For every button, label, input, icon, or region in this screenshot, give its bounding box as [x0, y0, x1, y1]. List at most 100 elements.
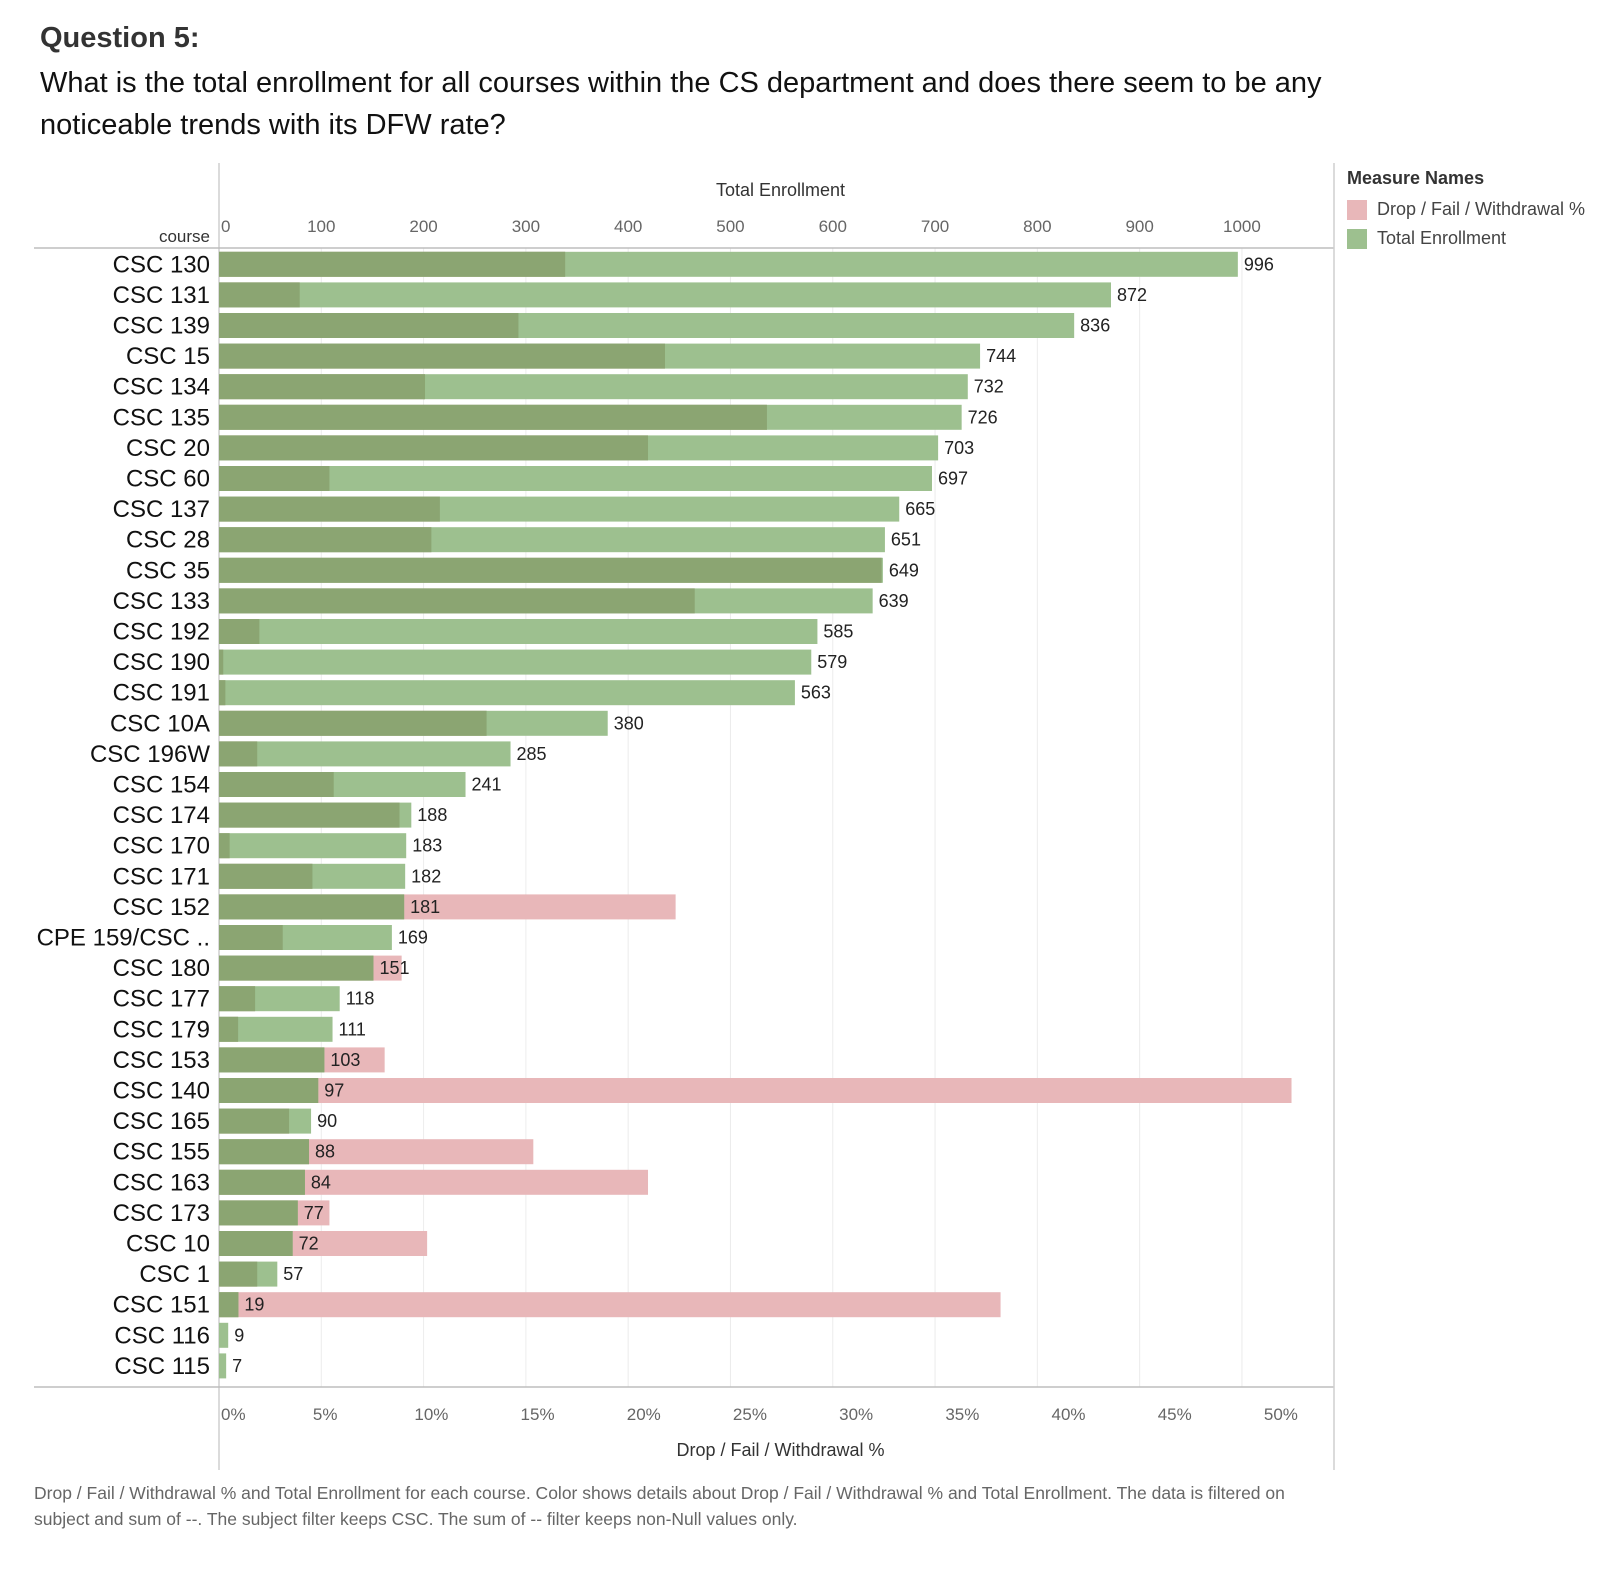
top-tick-label-8: 800 [1023, 217, 1051, 236]
overlap-bar [219, 374, 426, 400]
enrollment-value-label: 872 [1117, 285, 1147, 305]
bottom-tick-label-7: 35% [945, 1405, 979, 1424]
enrollment-value-label: 90 [317, 1111, 337, 1131]
legend: Measure Names Drop / Fail / Withdrawal %… [1347, 168, 1585, 253]
overlap-bar [219, 1108, 290, 1134]
bottom-tick-label-6: 30% [839, 1405, 873, 1424]
enrollment-value-label: 97 [324, 1081, 344, 1101]
enrollment-value-label: 651 [891, 530, 921, 550]
row-label: CSC 192 [113, 619, 210, 646]
top-tick-label-7: 700 [921, 217, 949, 236]
overlap-bar [219, 772, 334, 797]
enrollment-value-label: 285 [517, 744, 547, 764]
overlap-bar [219, 313, 519, 338]
row-label: CSC 179 [113, 1016, 210, 1043]
row-label: CSC 135 [113, 404, 210, 431]
top-tick-label-6: 600 [819, 217, 847, 236]
overlap-bar [219, 404, 767, 430]
overlap-bar [219, 557, 882, 583]
overlap-bar [219, 619, 260, 644]
enrollment-bar [219, 619, 818, 644]
overlap-bar [219, 1231, 293, 1256]
question-heading: Question 5: [40, 22, 200, 54]
enrollment-bar [219, 680, 795, 706]
row-header: course [159, 227, 210, 246]
enrollment-value-label: 639 [879, 591, 909, 611]
overlap-bar [219, 527, 432, 553]
row-label: CSC 28 [126, 527, 210, 554]
overlap-bar [219, 1047, 325, 1073]
row-label: CSC 130 [113, 251, 210, 278]
row-label: CSC 133 [113, 588, 210, 615]
overlap-bar [219, 435, 649, 461]
legend-swatch-enrollment [1347, 228, 1367, 249]
overlap-bar [219, 741, 258, 767]
overlap-bar [219, 955, 374, 981]
row-label: CSC 153 [113, 1047, 210, 1074]
enrollment-bar [219, 741, 511, 767]
top-tick-label-0: 0 [221, 217, 230, 236]
enrollment-value-label: 665 [905, 499, 935, 519]
row-label: CSC 115 [114, 1353, 210, 1380]
enrollment-value-label: 169 [398, 928, 428, 948]
row-label: CSC 165 [113, 1108, 210, 1135]
question-text: What is the total enrollment for all cou… [40, 67, 1322, 141]
row-label: CSC 173 [113, 1200, 210, 1227]
bottom-tick-label-3: 15% [521, 1405, 555, 1424]
enrollment-value-label: 103 [330, 1050, 360, 1070]
top-tick-label-2: 200 [409, 217, 437, 236]
legend-title: Measure Names [1347, 168, 1485, 188]
row-label: CSC 152 [113, 894, 210, 921]
enrollment-value-label: 151 [379, 958, 409, 978]
row-label: CSC 20 [126, 435, 210, 462]
row-label: CSC 190 [113, 649, 210, 676]
top-tick-label-4: 400 [614, 217, 642, 236]
row-label: CSC 170 [113, 833, 210, 860]
enrollment-value-label: 697 [938, 469, 968, 489]
row-label: CSC 196W [90, 741, 210, 768]
bottom-tick-label-2: 10% [414, 1405, 448, 1424]
row-label: CSC 191 [113, 680, 210, 707]
top-tick-label-10: 1000 [1223, 217, 1261, 236]
row-label: CSC 177 [113, 986, 210, 1013]
overlap-bar [219, 710, 487, 736]
overlap-bar [219, 986, 256, 1012]
enrollment-value-label: 732 [974, 377, 1004, 397]
enrollment-value-label: 182 [411, 866, 441, 886]
enrollment-value-label: 703 [944, 438, 974, 458]
top-tick-label-1: 100 [307, 217, 335, 236]
overlap-bar [219, 1169, 305, 1195]
enrollment-bar [219, 649, 812, 675]
row-label: CSC 116 [114, 1322, 210, 1349]
enrollment-bar [219, 1322, 229, 1348]
enrollment-value-label: 836 [1080, 316, 1110, 336]
legend-item-enrollment[interactable]: Total Enrollment [1347, 224, 1585, 253]
bottom-tick-label-10: 50% [1264, 1405, 1298, 1424]
enrollment-value-label: 579 [817, 652, 847, 672]
enrollment-value-label: 726 [968, 407, 998, 427]
overlap-bar [219, 1261, 258, 1287]
row-label: CSC 134 [113, 374, 210, 401]
row-label: CSC 60 [126, 466, 210, 493]
legend-label-dfw: Drop / Fail / Withdrawal % [1377, 199, 1586, 219]
overlap-bar [219, 649, 224, 675]
overlap-bar [219, 1078, 319, 1103]
row-label: CSC 163 [113, 1169, 210, 1196]
enrollment-value-label: 563 [801, 683, 831, 703]
enrollment-value-label: 183 [412, 836, 442, 856]
enrollment-bar [219, 833, 407, 859]
enrollment-value-label: 7 [232, 1356, 242, 1376]
row-label: CSC 137 [113, 496, 210, 523]
overlap-bar [219, 588, 695, 614]
row-label: CSC 10A [110, 710, 210, 737]
top-axis-title: Total Enrollment [716, 180, 845, 200]
overlap-bar [219, 466, 330, 491]
overlap-bar [219, 863, 313, 889]
chart-caption: Drop / Fail / Withdrawal % and Total Enr… [34, 1483, 1285, 1529]
enrollment-value-label: 111 [339, 1019, 366, 1039]
enrollment-value-label: 118 [346, 989, 375, 1009]
overlap-bar [219, 925, 283, 950]
legend-item-dfw[interactable]: Drop / Fail / Withdrawal % [1347, 195, 1585, 224]
overlap-bar [219, 282, 300, 308]
